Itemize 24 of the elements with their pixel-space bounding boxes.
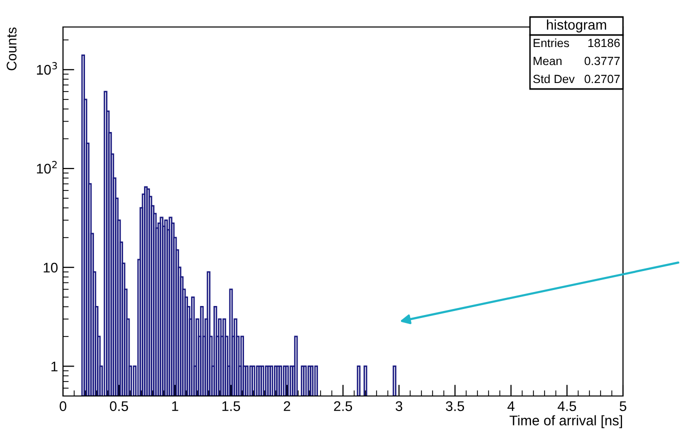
annotation: 18186 [588,38,620,48]
x-axis-title: Time of arrival [ns] [510,415,622,428]
y-tick-label: 10$^{2}$ [36,160,57,174]
x-tick-label: 4.5 [558,401,576,412]
x-tick-label: 5 [620,401,626,412]
y-tick-label: 10$^{3}$ [36,62,57,75]
x-tick-label: 0 [60,401,66,412]
annotation: Std Dev [533,74,575,84]
x-tick-label: 4 [507,401,514,411]
annotation: Entries [534,38,570,48]
annotation: 0.2707 [584,74,620,84]
x-tick-label: 3.5 [446,401,464,412]
annotation: 0.3777 [584,56,620,66]
y-tick-label: 1 [51,362,58,372]
x-tick-label: 2.5 [334,401,352,412]
y-tick-label: 10 [44,262,58,273]
x-tick-label: 1 [172,401,178,411]
annotation: Mean [534,56,562,66]
x-tick-label: 2 [284,401,290,411]
x-tick-label: 0.5 [110,401,128,412]
annotation: histogram [546,20,606,32]
y-axis-title: Counts [6,28,17,70]
x-tick-label: 1.5 [222,401,240,412]
x-tick-label: 3 [396,401,402,412]
